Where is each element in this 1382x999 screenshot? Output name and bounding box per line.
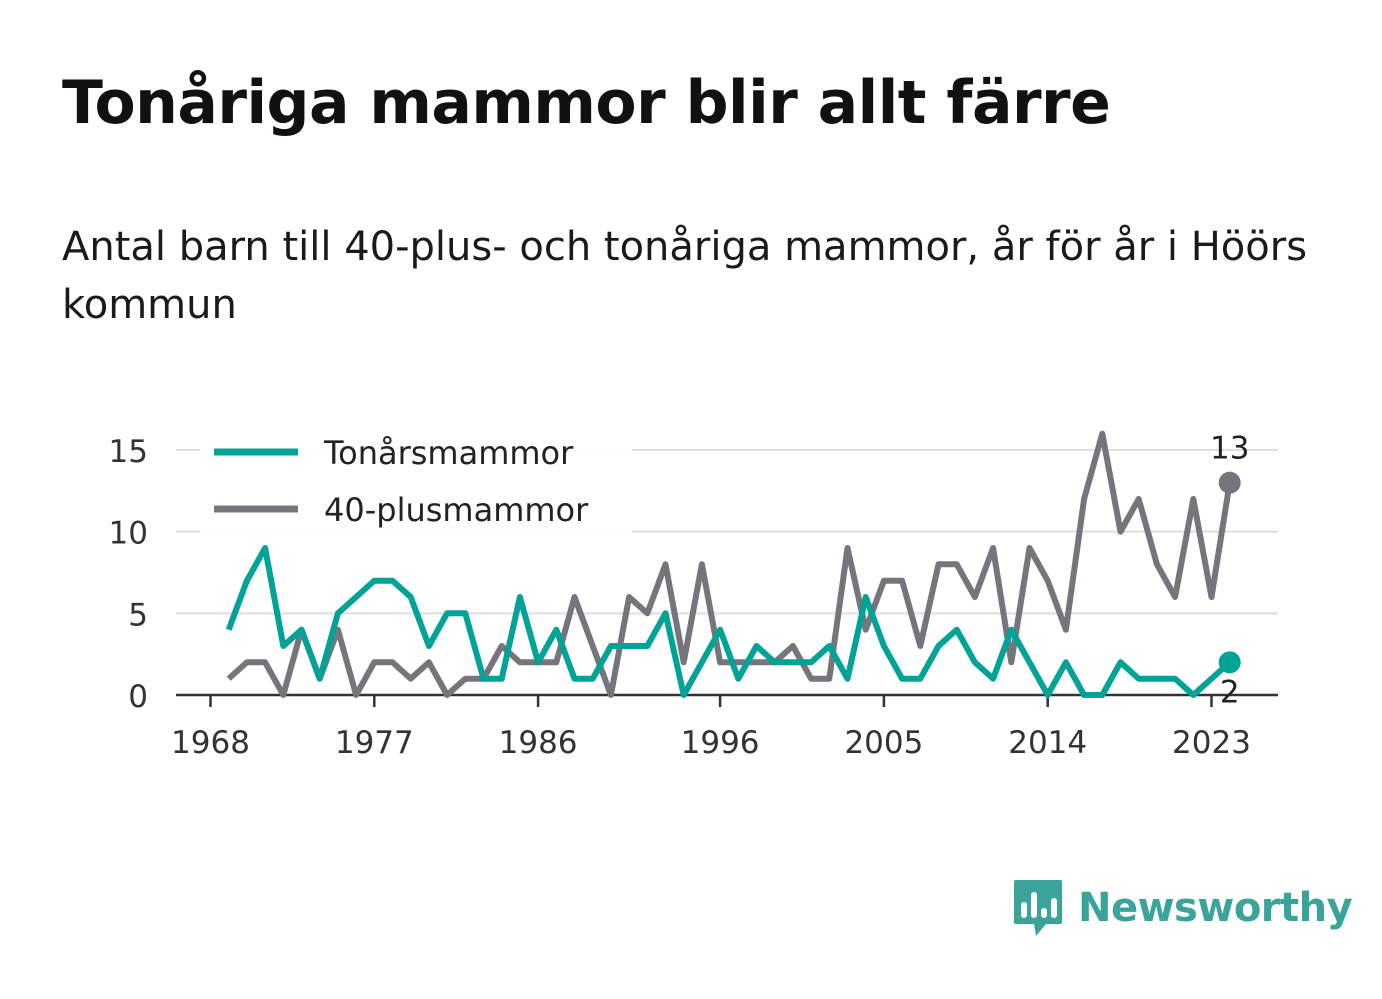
bar-chart-speech-bubble-icon	[1014, 880, 1062, 936]
x-tick-label: 2014	[1008, 725, 1087, 761]
x-tick-label: 1996	[681, 725, 760, 761]
x-tick-label: 1968	[171, 725, 250, 761]
newsworthy-logo: Newsworthy	[1012, 878, 1353, 938]
end-point-tonarsmammor	[1218, 651, 1241, 674]
end-label-tonarsmammor: 2	[1220, 674, 1240, 710]
y-axis: 0 5 10 15	[109, 434, 148, 715]
x-tick-label: 2023	[1172, 725, 1251, 761]
x-tick-label: 2005	[844, 725, 923, 761]
x-tick-label: 1977	[335, 725, 414, 761]
brand-name: Newsworthy	[1078, 885, 1353, 931]
chart-title: Tonåriga mammor blir allt färre	[62, 68, 1111, 138]
y-tick-label: 0	[128, 679, 148, 715]
legend-label: 40-plusmammor	[324, 491, 589, 529]
end-labels: 13 2	[1210, 431, 1249, 711]
legend-background	[200, 426, 632, 544]
line-chart: 0 5 10 15 1968 1977 1986 1996 2005 2014 2023 Tonå…	[109, 426, 1278, 761]
y-tick-label: 15	[109, 434, 148, 470]
y-tick-label: 10	[109, 516, 148, 552]
x-tick-label: 1986	[499, 725, 578, 761]
series-line-tonarsmammor	[225, 545, 1232, 698]
x-axis: 1968 1977 1986 1996 2005 2014 2023	[171, 693, 1278, 761]
end-point-40-plusmammor	[1218, 471, 1241, 494]
chart-subtitle: Antal barn till 40-plus- och tonåriga ma…	[62, 224, 1308, 328]
y-tick-label: 5	[128, 597, 148, 633]
end-label-40-plusmammor: 13	[1210, 431, 1249, 467]
series-lines	[225, 430, 1233, 698]
legend-label: Tonårsmammor	[323, 434, 574, 472]
legend: Tonårsmammor 40-plusmammor	[200, 426, 632, 544]
